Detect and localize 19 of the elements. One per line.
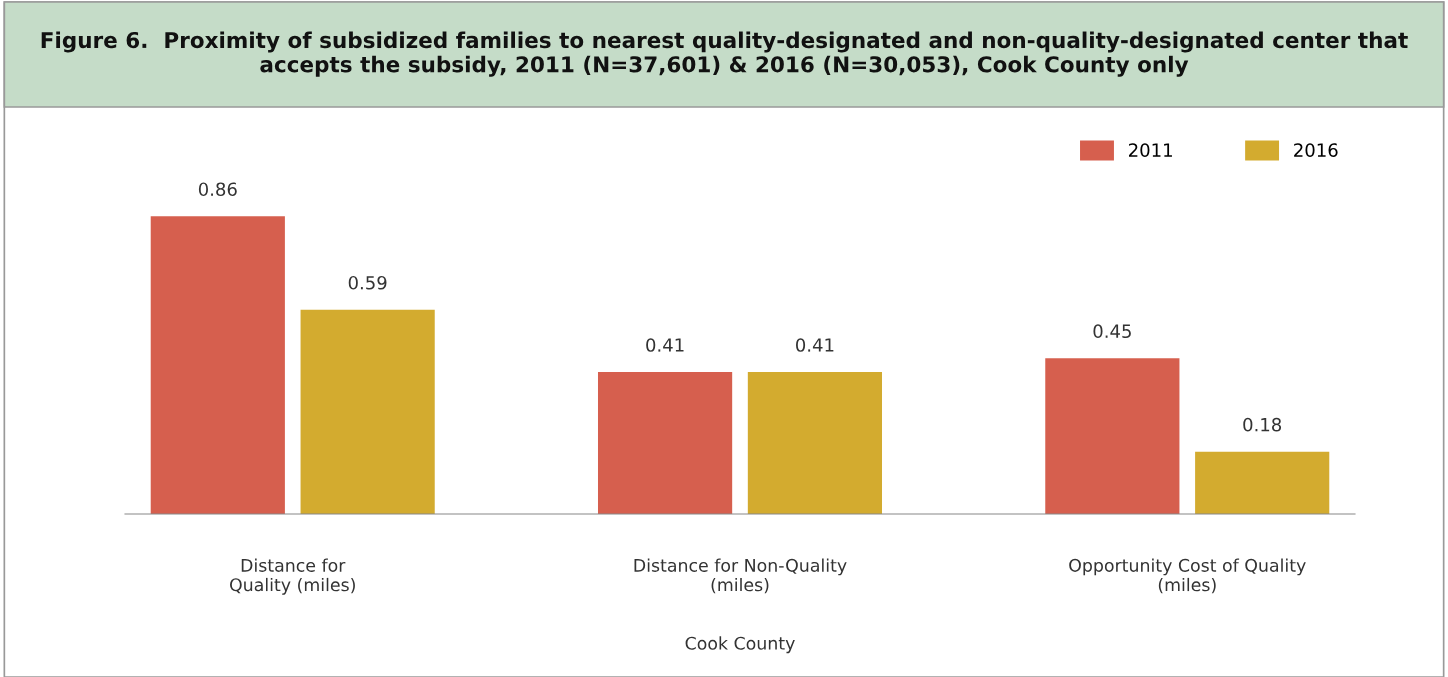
x-tick-label: Distance for Non-Quality (miles)	[634, 558, 847, 594]
data-label: 0.86	[198, 182, 237, 197]
data-label: 0.45	[1093, 324, 1131, 339]
data-label: 0.41	[646, 338, 684, 352]
x-tick-label: Opportunity Cost of Quality (miles)	[1069, 558, 1306, 594]
x-tick-label: Distance for Quality (miles)	[230, 558, 355, 595]
chart-title: Figure 6. Proximity of subsidized families to nearest quality-designated and non-quality-designated center that accepts the subsidy, 2011 (N=37,601) & 2016 (N=30,053), Cook County only	[41, 31, 1408, 77]
legend-label: 2016	[1294, 143, 1338, 157]
bar	[150, 216, 285, 514]
data-label: 0.41	[796, 338, 834, 352]
bar	[300, 309, 435, 514]
bar	[747, 372, 883, 514]
data-label: 0.59	[348, 275, 387, 290]
legend-label: 2011	[1129, 143, 1172, 157]
bar	[597, 372, 733, 514]
x-axis-title: Cook County	[685, 636, 795, 654]
bar	[1195, 451, 1330, 514]
bar	[1045, 358, 1180, 514]
data-label: 0.18	[1243, 417, 1282, 432]
